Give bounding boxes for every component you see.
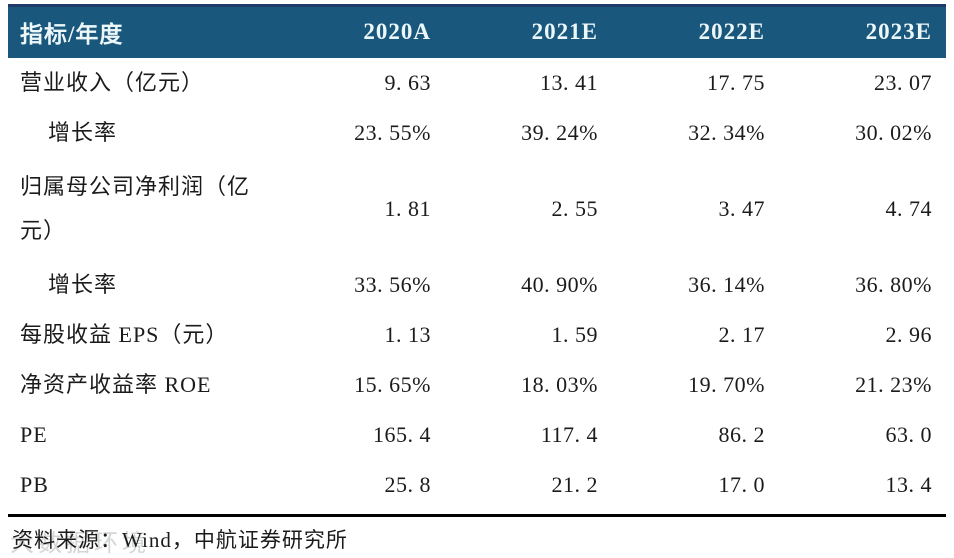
value-cell: 117. 4 (540, 422, 598, 447)
value-cell: 2. 96 (885, 322, 932, 347)
value-cell: 4. 74 (885, 196, 932, 221)
header-metric-year: 指标/年度 (8, 4, 278, 58)
value-cell: 21. 2 (551, 472, 598, 497)
metric-label: 净资产收益率 ROE (20, 372, 212, 397)
metric-label: 营业收入（亿元） (20, 70, 205, 95)
table-row-roe: 净资产收益率 ROE 15. 65% 18. 03% 19. 70% 21. 2… (8, 360, 946, 410)
metric-label: 增长率 (48, 272, 118, 297)
table-row-pb: PB 25. 8 21. 2 17. 0 13. 4 (8, 460, 946, 510)
value-cell: 1. 59 (551, 322, 598, 347)
value-cell: 36. 80% (855, 272, 932, 297)
metric-label: 归属母公司净利润（亿元） (20, 174, 251, 243)
value-cell: 40. 90% (521, 272, 598, 297)
value-cell: 32. 34% (688, 120, 765, 145)
metric-label: PB (20, 472, 49, 497)
metric-label: PE (20, 422, 48, 447)
header-2021e: 2021E (445, 4, 612, 58)
value-cell: 25. 8 (384, 472, 431, 497)
table-row-net-profit-growth: 增长率 33. 56% 40. 90% 36. 14% 36. 80% (8, 260, 946, 310)
value-cell: 15. 65% (354, 372, 431, 397)
header-2023e: 2023E (779, 4, 946, 58)
value-cell: 165. 4 (373, 422, 431, 447)
value-cell: 17. 0 (718, 472, 765, 497)
value-cell: 86. 2 (718, 422, 765, 447)
financial-forecast-page: 指标/年度 2020A 2021E 2022E 2023E 营业收入（亿元） 9… (0, 4, 954, 557)
table-row-pe: PE 165. 4 117. 4 86. 2 63. 0 (8, 410, 946, 460)
value-cell: 2. 55 (551, 196, 598, 221)
value-cell: 30. 02% (855, 120, 932, 145)
header-2022e: 2022E (612, 4, 779, 58)
value-cell: 19. 70% (688, 372, 765, 397)
value-cell: 36. 14% (688, 272, 765, 297)
table-row-net-profit: 归属母公司净利润（亿元） 1. 81 2. 55 3. 47 4. 74 (8, 158, 946, 260)
value-cell: 1. 81 (384, 196, 431, 221)
value-cell: 21. 23% (855, 372, 932, 397)
table-row-revenue: 营业收入（亿元） 9. 63 13. 41 17. 75 23. 07 (8, 58, 946, 108)
table-row-revenue-growth: 增长率 23. 55% 39. 24% 32. 34% 30. 02% (8, 108, 946, 158)
value-cell: 13. 4 (885, 472, 932, 497)
metric-label: 每股收益 EPS（元） (20, 322, 229, 347)
value-cell: 63. 0 (885, 422, 932, 447)
value-cell: 9. 63 (384, 70, 431, 95)
value-cell: 39. 24% (521, 120, 598, 145)
value-cell: 13. 41 (540, 70, 598, 95)
financial-forecast-table: 指标/年度 2020A 2021E 2022E 2023E 营业收入（亿元） 9… (8, 4, 946, 510)
value-cell: 23. 55% (354, 120, 431, 145)
table-header-row: 指标/年度 2020A 2021E 2022E 2023E (8, 4, 946, 58)
table-row-eps: 每股收益 EPS（元） 1. 13 1. 59 2. 17 2. 96 (8, 310, 946, 360)
value-cell: 33. 56% (354, 272, 431, 297)
value-cell: 3. 47 (718, 196, 765, 221)
source-text: 资料来源：Wind，中航证券研究所 (12, 528, 348, 552)
header-2020a: 2020A (278, 4, 445, 58)
value-cell: 23. 07 (874, 70, 932, 95)
metric-label: 增长率 (48, 120, 118, 145)
source-note: 大数据环境 资料来源：Wind，中航证券研究所 (8, 517, 946, 557)
table-bottom-rule (8, 514, 946, 517)
value-cell: 17. 75 (707, 70, 765, 95)
value-cell: 2. 17 (718, 322, 765, 347)
value-cell: 1. 13 (384, 322, 431, 347)
value-cell: 18. 03% (521, 372, 598, 397)
